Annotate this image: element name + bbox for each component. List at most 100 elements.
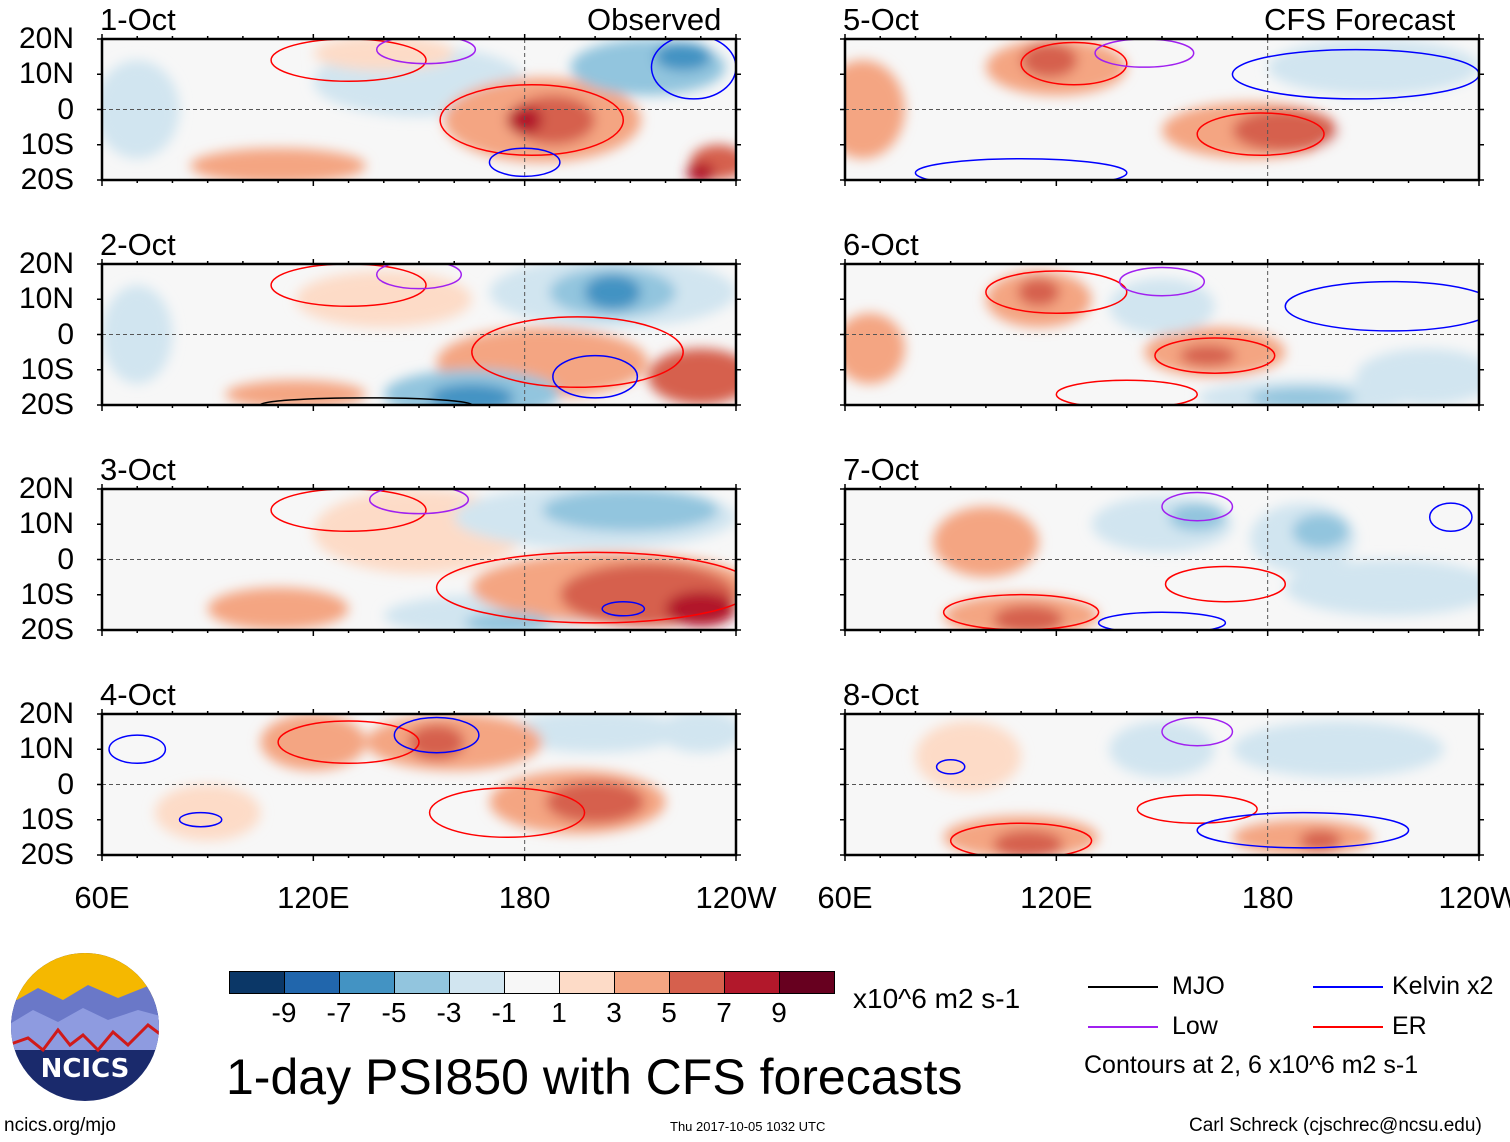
lon-label: 120W — [1438, 880, 1510, 915]
lat-label: 20N — [18, 247, 74, 280]
colorbar-swatch — [284, 971, 340, 994]
anomaly-blob — [207, 587, 349, 630]
contour-er — [439, 84, 625, 156]
map-panel-1-Oct — [102, 39, 736, 180]
contour-low — [1161, 716, 1234, 747]
anomaly-blob — [992, 605, 1064, 630]
colorbar-tick: -5 — [381, 997, 407, 1028]
map-panel-2-Oct — [102, 264, 736, 405]
colorbar-swatch — [449, 971, 505, 994]
anomaly-blob — [933, 506, 1039, 578]
contour-er — [270, 489, 427, 533]
colorbar-tick: -7 — [326, 997, 352, 1028]
contour-low — [368, 489, 470, 515]
colorbar-tick: 9 — [771, 997, 787, 1028]
colorbar-swatch — [669, 971, 725, 994]
contour-er — [985, 270, 1128, 315]
legend-er: ER — [1392, 1012, 1427, 1040]
anomaly-blob — [686, 162, 715, 180]
contour-er — [1136, 794, 1258, 824]
anomaly-blob — [542, 489, 719, 532]
legend-mjo: MJO — [1172, 972, 1225, 1000]
contour-kelvin — [1284, 280, 1479, 332]
contour-low — [1118, 266, 1206, 297]
lon-label: 120E — [1020, 880, 1093, 915]
anomaly-blob — [464, 612, 550, 630]
contour-kelvin — [650, 39, 736, 100]
lat-label: 20S — [20, 613, 74, 646]
map-panel-6-Oct — [845, 264, 1479, 405]
colorbar-tick: -3 — [436, 997, 462, 1028]
panel-date: 1-Oct — [100, 2, 176, 37]
anomaly-blob — [1299, 830, 1342, 852]
colorbar-tick: 1 — [551, 997, 567, 1028]
colorbar-swatch — [504, 971, 560, 994]
anomaly-blob — [1232, 721, 1444, 778]
contour-er — [270, 264, 427, 308]
anomaly-blob — [654, 42, 712, 71]
anomaly-blob — [1109, 721, 1215, 778]
timestamp: Thu 2017-10-05 1032 UTC — [670, 1119, 826, 1134]
anomaly-blob — [313, 39, 455, 71]
map-panel-8-Oct — [845, 714, 1479, 855]
lat-label: 10N — [18, 57, 74, 91]
contour-er — [1055, 379, 1198, 405]
panel-date: 7-Oct — [843, 452, 919, 487]
anomaly-blob — [658, 714, 736, 753]
anomaly-blob — [429, 383, 515, 405]
anomaly-blob — [915, 721, 1022, 792]
contour-low — [1161, 491, 1234, 522]
map-panel-7-Oct — [845, 489, 1479, 630]
anomaly-blob — [1250, 387, 1356, 405]
lon-label: 60E — [817, 880, 873, 915]
observed-label: Observed — [587, 2, 722, 37]
lat-label: 20S — [20, 838, 74, 871]
map-panel-4-Oct — [102, 714, 736, 855]
colorbar-tick: -1 — [491, 997, 517, 1028]
lat-label: 10N — [18, 732, 74, 766]
contour-note: Contours at 2, 6 x10^6 m2 s-1 — [1084, 1051, 1419, 1079]
author: Carl Schreck (cjschrec@ncsu.edu) — [1189, 1115, 1482, 1136]
anomaly-blob — [507, 105, 543, 135]
colorbar-swatch — [724, 971, 780, 994]
contour-er — [270, 39, 427, 83]
lat-label: 0 — [57, 92, 74, 126]
panel-date: 2-Oct — [100, 227, 176, 262]
ncics-logo: NCICS — [11, 953, 159, 1101]
anomaly-blob — [584, 274, 641, 310]
anomaly-blob — [190, 148, 367, 180]
anomaly-blob — [845, 313, 905, 384]
figure-title: 1-day PSI850 with CFS forecasts — [226, 1049, 963, 1105]
anomaly-blob — [408, 724, 465, 760]
lat-label: 10S — [20, 127, 74, 161]
lat-label: 20S — [20, 388, 74, 421]
lat-label: 10S — [20, 802, 74, 836]
lat-label: 0 — [57, 542, 74, 576]
lat-label: 20N — [18, 22, 74, 55]
panel-date: 4-Oct — [100, 677, 176, 712]
contour-kelvin — [393, 716, 480, 754]
contour-kelvin — [1196, 811, 1410, 849]
contour-er — [277, 720, 420, 765]
contour-kelvin — [1097, 611, 1227, 630]
contour-kelvin — [488, 147, 561, 178]
lat-label: 10S — [20, 352, 74, 386]
anomaly-blob — [647, 348, 736, 405]
site-link[interactable]: ncics.org/mjo — [4, 1115, 116, 1136]
anomaly-blob — [1320, 116, 1479, 173]
contour-er — [471, 316, 684, 389]
lon-label: 60E — [74, 880, 130, 915]
contour-er — [1196, 112, 1325, 156]
contour-er — [1020, 41, 1128, 86]
colorbar-swatch — [614, 971, 670, 994]
contour-low — [375, 39, 477, 65]
contour-er — [1154, 337, 1276, 374]
anomaly-blob — [1285, 559, 1479, 616]
legend-kelvin: Kelvin x2 — [1392, 972, 1494, 1000]
contour-er — [1164, 565, 1287, 603]
anomaly-blob — [1232, 109, 1339, 152]
lon-label: 120W — [695, 880, 777, 915]
contour-low — [375, 264, 463, 290]
map-panel-3-Oct — [102, 489, 736, 630]
lat-label: 10N — [18, 282, 74, 316]
